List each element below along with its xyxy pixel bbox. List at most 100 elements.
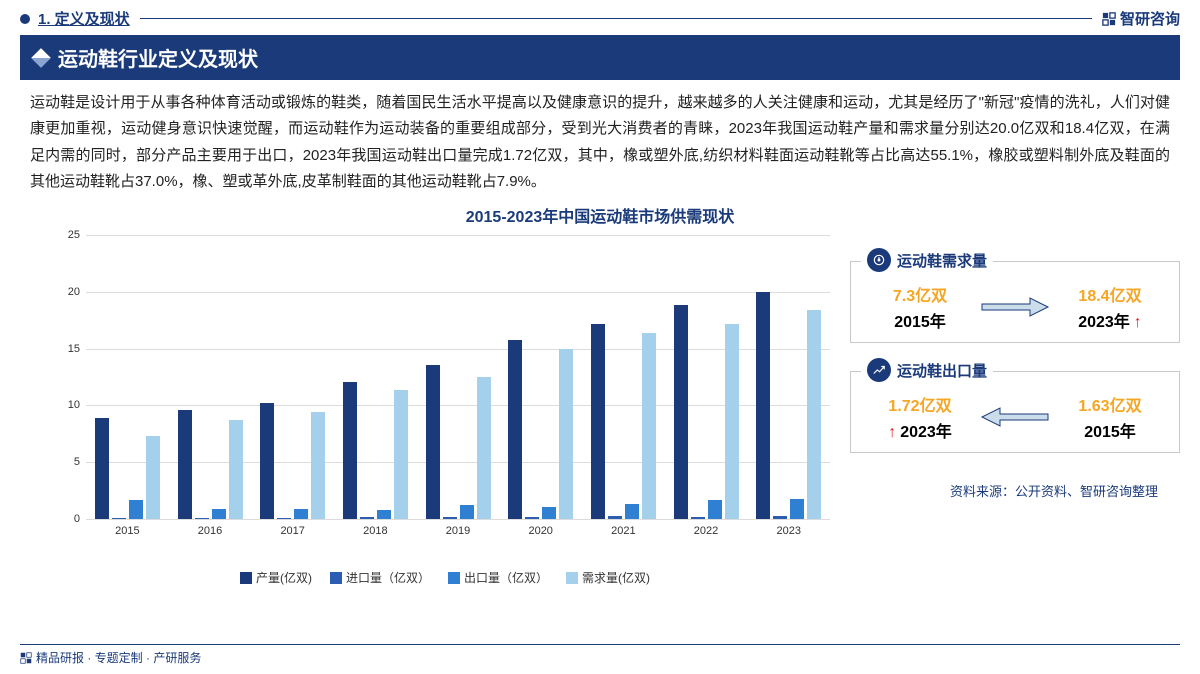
chart-legend: 产量(亿双) 进口量（亿双） 出口量（亿双） 需求量(亿双) [40,569,850,586]
demand-card-label: 运动鞋需求量 [897,250,987,271]
demand-left-year: 2015年 [865,308,975,332]
bar [542,507,556,519]
demand-left-value: 7.3亿双 [865,282,975,306]
bar [112,518,126,519]
y-axis-label: 25 [56,229,80,241]
bar [508,340,522,519]
year-group: 2017 [251,235,334,519]
x-axis-label: 2015 [86,525,169,537]
bar [790,499,804,519]
year-group: 2015 [86,235,169,519]
legend-label: 进口量（亿双） [346,569,430,586]
bar [377,510,391,519]
bar [691,517,705,519]
footer-icon [20,652,32,664]
export-right-value: 1.63亿双 [1055,392,1165,416]
year-group: 2016 [169,235,252,519]
demand-card: 运动鞋需求量 7.3亿双 2015年 18.4亿双 2023年↑ [850,261,1180,343]
bar-chart: 0510152025201520162017201820192020202120… [40,227,840,567]
legend-label: 产量(亿双) [256,569,312,586]
y-axis-label: 0 [56,513,80,525]
year-group: 2019 [417,235,500,519]
year-group: 2023 [747,235,830,519]
source-note: 资料来源：公开资料、智研咨询整理 [850,481,1180,500]
year-group: 2022 [665,235,748,519]
bar [229,420,243,519]
page-title: 运动鞋行业定义及现状 [58,43,258,72]
legend-swatch [566,572,578,584]
title-bar: 运动鞋行业定义及现状 [20,35,1180,80]
bar [674,305,688,519]
bar [311,412,325,519]
legend-swatch [240,572,252,584]
x-axis-label: 2019 [417,525,500,537]
body-paragraph: 运动鞋是设计用于从事各种体育活动或锻炼的鞋类，随着国民生活水平提高以及健康意识的… [0,90,1200,195]
bar [443,517,457,519]
bar [146,436,160,519]
title-diamond-icon [31,48,51,68]
legend-label: 出口量（亿双） [464,569,548,586]
bar [756,292,770,519]
y-axis-label: 20 [56,286,80,298]
y-axis-label: 10 [56,399,80,411]
x-axis-label: 2020 [499,525,582,537]
legend-item: 出口量（亿双） [448,569,548,586]
export-card: 运动鞋出口量 1.72亿双 ↑2023年 1.63亿双 2015年 [850,371,1180,453]
bar [343,382,357,519]
bar [460,505,474,519]
x-axis-label: 2016 [169,525,252,537]
x-axis-label: 2018 [334,525,417,537]
gridline [86,519,830,520]
y-axis-label: 15 [56,343,80,355]
export-right-year: 2015年 [1055,418,1165,442]
brand-icon [1102,12,1116,26]
chart-title: 2015-2023年中国运动鞋市场供需现状 [0,203,1200,227]
demand-right-value: 18.4亿双 [1055,282,1165,306]
bar [725,324,739,519]
bar [95,418,109,519]
bar [625,504,639,519]
section-bullet [20,14,30,24]
legend-label: 需求量(亿双) [582,569,650,586]
legend-item: 进口量（亿双） [330,569,430,586]
x-axis-label: 2021 [582,525,665,537]
demand-right-year: 2023年 [1078,314,1130,331]
bar [426,365,440,519]
legend-swatch [448,572,460,584]
export-left-value: 1.72亿双 [865,392,975,416]
bar [525,517,539,519]
bar [708,500,722,519]
bar [642,333,656,519]
bar [360,517,374,519]
bar [608,516,622,519]
bar [559,349,573,519]
bar [178,410,192,519]
trend-icon [867,358,891,382]
year-group: 2020 [499,235,582,519]
bar [773,516,787,519]
header-divider [140,18,1092,19]
up-arrow-icon: ↑ [1134,314,1142,331]
page-footer: 精品研报 · 专题定制 · 产研服务 [0,640,1200,670]
x-axis-label: 2023 [747,525,830,537]
year-group: 2018 [334,235,417,519]
x-axis-label: 2022 [665,525,748,537]
arrow-right-icon [980,294,1050,320]
legend-swatch [330,572,342,584]
y-axis-label: 5 [56,456,80,468]
bar [129,500,143,519]
bar [591,324,605,519]
bar [807,310,821,519]
x-axis-label: 2017 [251,525,334,537]
section-number: 1. 定义及现状 [38,8,130,29]
footer-text: 精品研报 · 专题定制 · 产研服务 [36,649,201,666]
arrow-left-icon [980,404,1050,430]
bar [294,509,308,519]
bar [394,390,408,520]
export-left-year: 2023年 [900,424,952,441]
legend-item: 产量(亿双) [240,569,312,586]
bar [195,518,209,519]
legend-item: 需求量(亿双) [566,569,650,586]
company-brand: 智研咨询 [1102,8,1180,29]
export-card-label: 运动鞋出口量 [897,360,987,381]
